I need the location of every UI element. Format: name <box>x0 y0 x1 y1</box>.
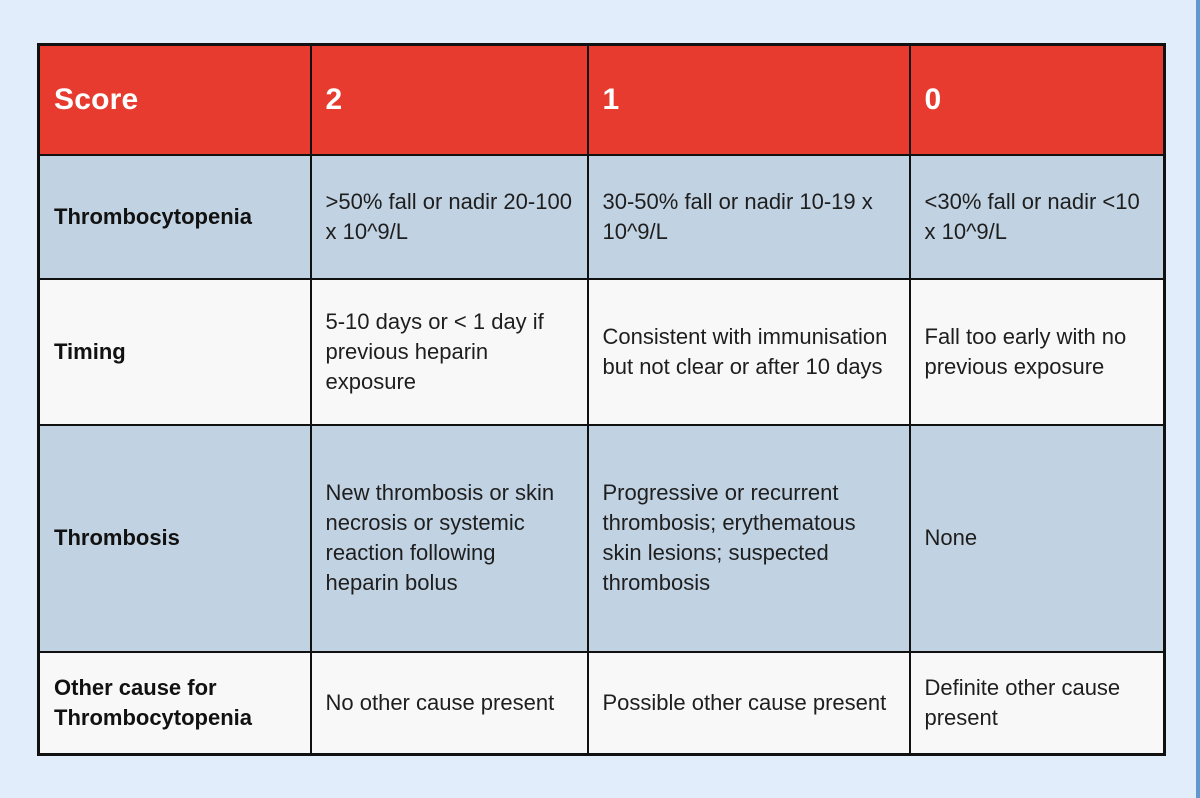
header-cell-score: Score <box>37 43 312 156</box>
cell-thrombocytopenia-score0: <30% fall or nadir <10 x 10^9/L <box>908 153 1166 280</box>
score-table: Score 2 1 0 Thrombocytopenia >50% fall o… <box>37 43 1166 756</box>
cell-thrombosis-score2: New thrombosis or skin necrosis or syste… <box>309 423 589 653</box>
table-row-thrombosis: Thrombosis New thrombosis or skin necros… <box>37 423 1166 653</box>
header-cell-score-1: 1 <box>586 43 911 156</box>
cell-thrombosis-score1: Progressive or recurrent thrombosis; ery… <box>586 423 911 653</box>
cell-other-cause-score2: No other cause present <box>309 650 589 756</box>
cell-thrombocytopenia-score2: >50% fall or nadir 20-100 x 10^9/L <box>309 153 589 280</box>
table-row-other-cause: Other cause for Thrombocytopenia No othe… <box>37 650 1166 756</box>
row-label-other-cause: Other cause for Thrombocytopenia <box>37 650 312 756</box>
right-edge-accent <box>1196 0 1200 798</box>
table-header-row: Score 2 1 0 <box>37 43 1166 156</box>
table-row-timing: Timing 5-10 days or < 1 day if previous … <box>37 277 1166 426</box>
cell-other-cause-score1: Possible other cause present <box>586 650 911 756</box>
header-cell-score-0: 0 <box>908 43 1166 156</box>
header-cell-score-2: 2 <box>309 43 589 156</box>
cell-other-cause-score0: Definite other cause present <box>908 650 1166 756</box>
table-row-thrombocytopenia: Thrombocytopenia >50% fall or nadir 20-1… <box>37 153 1166 280</box>
row-label-thrombosis: Thrombosis <box>37 423 312 653</box>
cell-thrombocytopenia-score1: 30-50% fall or nadir 10-19 x 10^9/L <box>586 153 911 280</box>
row-label-thrombocytopenia: Thrombocytopenia <box>37 153 312 280</box>
row-label-timing: Timing <box>37 277 312 426</box>
cell-timing-score0: Fall too early with no previous exposure <box>908 277 1166 426</box>
cell-thrombosis-score0: None <box>908 423 1166 653</box>
cell-timing-score2: 5-10 days or < 1 day if previous heparin… <box>309 277 589 426</box>
cell-timing-score1: Consistent with immunisation but not cle… <box>586 277 911 426</box>
